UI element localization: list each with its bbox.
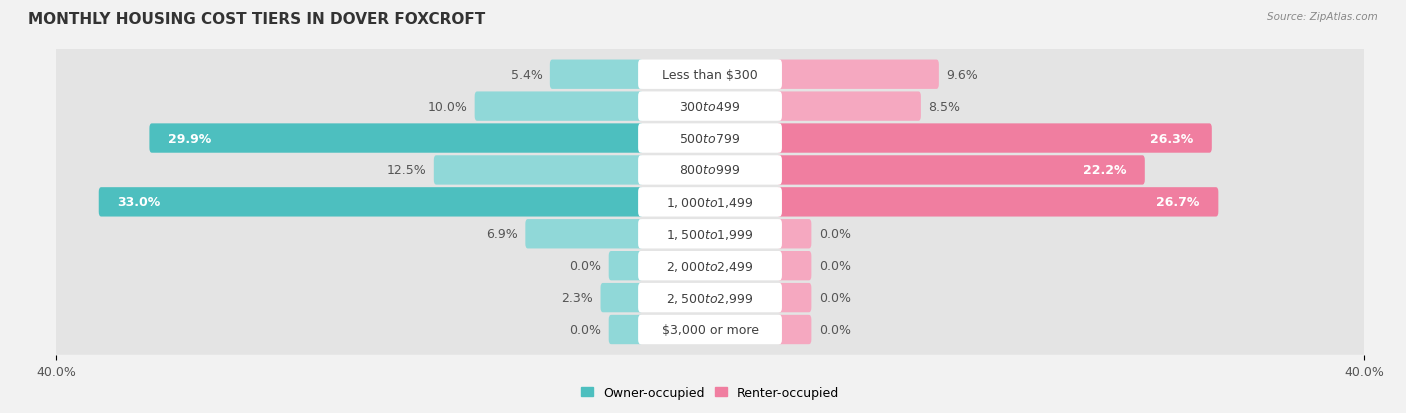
Text: $3,000 or more: $3,000 or more: [662, 323, 758, 336]
FancyBboxPatch shape: [475, 92, 643, 121]
FancyBboxPatch shape: [434, 156, 643, 185]
Text: MONTHLY HOUSING COST TIERS IN DOVER FOXCROFT: MONTHLY HOUSING COST TIERS IN DOVER FOXC…: [28, 12, 485, 27]
Text: $1,000 to $1,499: $1,000 to $1,499: [666, 195, 754, 209]
FancyBboxPatch shape: [638, 124, 782, 153]
FancyBboxPatch shape: [44, 241, 1376, 291]
FancyBboxPatch shape: [44, 114, 1376, 164]
Text: 5.4%: 5.4%: [510, 69, 543, 81]
Text: 22.2%: 22.2%: [1083, 164, 1126, 177]
FancyBboxPatch shape: [609, 252, 643, 281]
Text: $1,500 to $1,999: $1,500 to $1,999: [666, 227, 754, 241]
Text: 10.0%: 10.0%: [427, 100, 467, 113]
FancyBboxPatch shape: [638, 60, 782, 90]
FancyBboxPatch shape: [550, 60, 643, 90]
FancyBboxPatch shape: [638, 188, 782, 217]
Text: 0.0%: 0.0%: [818, 259, 851, 273]
FancyBboxPatch shape: [44, 304, 1376, 355]
FancyBboxPatch shape: [526, 220, 643, 249]
Text: 9.6%: 9.6%: [946, 69, 979, 81]
Text: $2,500 to $2,999: $2,500 to $2,999: [666, 291, 754, 305]
Text: $2,000 to $2,499: $2,000 to $2,499: [666, 259, 754, 273]
FancyBboxPatch shape: [638, 92, 782, 121]
Text: 2.3%: 2.3%: [561, 292, 593, 304]
FancyBboxPatch shape: [638, 220, 782, 249]
FancyBboxPatch shape: [149, 124, 643, 153]
FancyBboxPatch shape: [778, 188, 1219, 217]
FancyBboxPatch shape: [778, 220, 811, 249]
Text: Source: ZipAtlas.com: Source: ZipAtlas.com: [1267, 12, 1378, 22]
Text: 0.0%: 0.0%: [569, 259, 602, 273]
FancyBboxPatch shape: [600, 283, 643, 313]
FancyBboxPatch shape: [638, 283, 782, 313]
FancyBboxPatch shape: [98, 188, 643, 217]
Text: 8.5%: 8.5%: [928, 100, 960, 113]
FancyBboxPatch shape: [44, 82, 1376, 132]
Text: 6.9%: 6.9%: [486, 228, 517, 241]
Text: 0.0%: 0.0%: [569, 323, 602, 336]
FancyBboxPatch shape: [44, 273, 1376, 323]
FancyBboxPatch shape: [778, 315, 811, 344]
FancyBboxPatch shape: [638, 252, 782, 281]
Text: $500 to $799: $500 to $799: [679, 132, 741, 145]
FancyBboxPatch shape: [778, 60, 939, 90]
FancyBboxPatch shape: [778, 92, 921, 121]
FancyBboxPatch shape: [778, 283, 811, 313]
Text: 0.0%: 0.0%: [818, 228, 851, 241]
FancyBboxPatch shape: [44, 209, 1376, 259]
FancyBboxPatch shape: [778, 124, 1212, 153]
Text: 26.7%: 26.7%: [1156, 196, 1199, 209]
FancyBboxPatch shape: [609, 315, 643, 344]
Text: $800 to $999: $800 to $999: [679, 164, 741, 177]
FancyBboxPatch shape: [638, 315, 782, 344]
FancyBboxPatch shape: [778, 156, 1144, 185]
Text: 33.0%: 33.0%: [118, 196, 160, 209]
Text: 26.3%: 26.3%: [1150, 132, 1194, 145]
Text: 0.0%: 0.0%: [818, 292, 851, 304]
FancyBboxPatch shape: [638, 156, 782, 185]
FancyBboxPatch shape: [44, 177, 1376, 228]
Text: Less than $300: Less than $300: [662, 69, 758, 81]
FancyBboxPatch shape: [778, 252, 811, 281]
Text: $300 to $499: $300 to $499: [679, 100, 741, 113]
Text: 29.9%: 29.9%: [169, 132, 211, 145]
FancyBboxPatch shape: [44, 145, 1376, 196]
Legend: Owner-occupied, Renter-occupied: Owner-occupied, Renter-occupied: [575, 381, 845, 404]
FancyBboxPatch shape: [44, 50, 1376, 100]
Text: 0.0%: 0.0%: [818, 323, 851, 336]
Text: 12.5%: 12.5%: [387, 164, 426, 177]
